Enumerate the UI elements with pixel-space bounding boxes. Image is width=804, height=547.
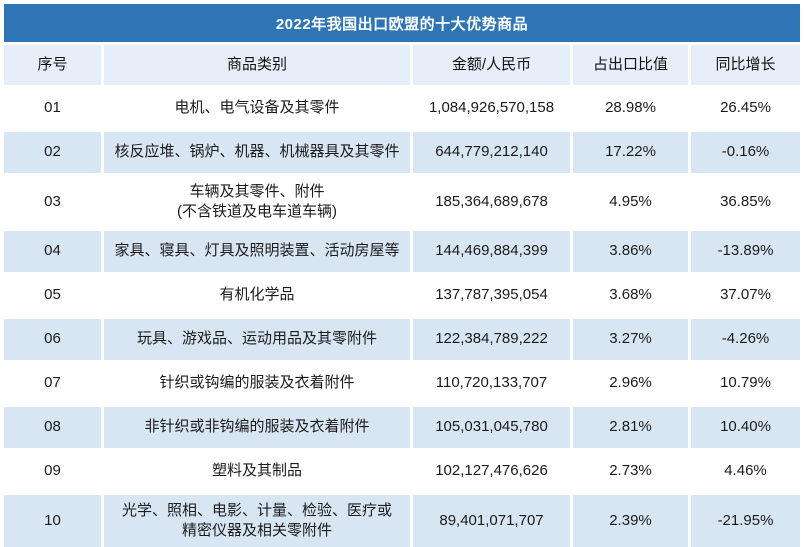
row-05-yoy-growth: 37.07% <box>691 275 800 316</box>
row-06-amount: 122,384,789,222 <box>413 319 570 360</box>
row-08-serial: 08 <box>4 407 101 448</box>
row-04-export-share: 3.86% <box>573 231 688 272</box>
row-06-category: 玩具、游戏品、运动用品及其零附件 <box>104 319 410 360</box>
row-08-amount: 105,031,045,780 <box>413 407 570 448</box>
row-02-export-share: 17.22% <box>573 132 688 173</box>
row-04-serial: 04 <box>4 231 101 272</box>
row-01-category: 电机、电气设备及其零件 <box>104 88 410 129</box>
row-06-export-share: 3.27% <box>573 319 688 360</box>
row-10-category: 光学、照相、电影、计量、检验、医疗或 精密仪器及相关零附件 <box>104 495 410 547</box>
row-07-serial: 07 <box>4 363 101 404</box>
row-05-category: 有机化学品 <box>104 275 410 316</box>
row-03-amount: 185,364,689,678 <box>413 176 570 228</box>
row-01-serial: 01 <box>4 88 101 129</box>
row-06-yoy-growth: -4.26% <box>691 319 800 360</box>
column-header-amount: 金额/人民币 <box>413 45 570 85</box>
row-10-amount: 89,401,071,707 <box>413 495 570 547</box>
row-09-export-share: 2.73% <box>573 451 688 492</box>
row-06-serial: 06 <box>4 319 101 360</box>
column-header-category: 商品类别 <box>104 45 410 85</box>
row-08-export-share: 2.81% <box>573 407 688 448</box>
row-09-serial: 09 <box>4 451 101 492</box>
row-09-amount: 102,127,476,626 <box>413 451 570 492</box>
row-02-amount: 644,779,212,140 <box>413 132 570 173</box>
row-05-amount: 137,787,395,054 <box>413 275 570 316</box>
row-10-serial: 10 <box>4 495 101 547</box>
row-10-yoy-growth: -21.95% <box>691 495 800 547</box>
row-08-yoy-growth: 10.40% <box>691 407 800 448</box>
row-07-category: 针织或钩编的服装及衣着附件 <box>104 363 410 404</box>
row-10-export-share: 2.39% <box>573 495 688 547</box>
column-header-yoy-growth: 同比增长 <box>691 45 800 85</box>
column-header-export-share: 占出口比值 <box>573 45 688 85</box>
row-07-amount: 110,720,133,707 <box>413 363 570 404</box>
commodity-table: 序号 商品类别 金额/人民币 占出口比值 同比增长 01 电机、电气设备及其零件 1,084,… <box>4 45 800 547</box>
row-05-serial: 05 <box>4 275 101 316</box>
row-03-yoy-growth: 36.85% <box>691 176 800 228</box>
row-03-serial: 03 <box>4 176 101 228</box>
row-08-category: 非针织或非钩编的服装及衣着附件 <box>104 407 410 448</box>
row-07-yoy-growth: 10.79% <box>691 363 800 404</box>
row-01-export-share: 28.98% <box>573 88 688 129</box>
table-title: 2022年我国出口欧盟的十大优势商品 <box>4 4 800 42</box>
row-02-serial: 02 <box>4 132 101 173</box>
row-04-amount: 144,469,884,399 <box>413 231 570 272</box>
row-01-amount: 1,084,926,570,158 <box>413 88 570 129</box>
row-09-category: 塑料及其制品 <box>104 451 410 492</box>
row-03-category: 车辆及其零件、附件 (不含铁道及电车道车辆) <box>104 176 410 228</box>
row-04-yoy-growth: -13.89% <box>691 231 800 272</box>
row-03-export-share: 4.95% <box>573 176 688 228</box>
row-07-export-share: 2.96% <box>573 363 688 404</box>
row-05-export-share: 3.68% <box>573 275 688 316</box>
row-09-yoy-growth: 4.46% <box>691 451 800 492</box>
row-01-yoy-growth: 26.45% <box>691 88 800 129</box>
row-02-category: 核反应堆、锅炉、机器、机械器具及其零件 <box>104 132 410 173</box>
row-04-category: 家具、寝具、灯具及照明装置、活动房屋等 <box>104 231 410 272</box>
row-02-yoy-growth: -0.16% <box>691 132 800 173</box>
column-header-serial: 序号 <box>4 45 101 85</box>
